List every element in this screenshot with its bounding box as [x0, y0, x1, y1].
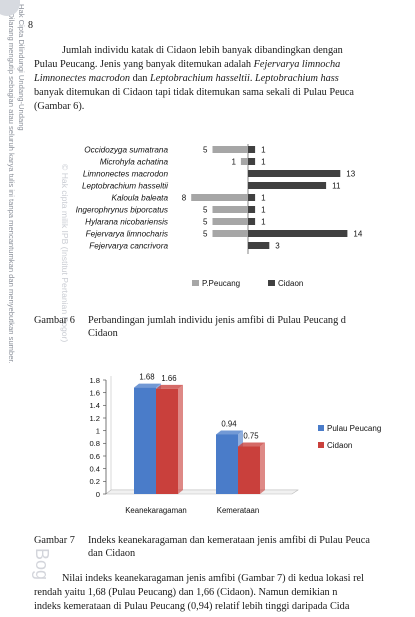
data-label-cidaon: 1 [261, 218, 266, 227]
bar-side [178, 384, 183, 494]
data-label-cidaon: 13 [346, 170, 355, 179]
legend-label-cidaon: Cidaon [278, 279, 303, 288]
paragraph-1-line-2: Pulau Peucang. Jenis yang banyak ditemuk… [34, 59, 341, 70]
paragraph-2-line-1: Nilai indeks keanekaragaman jenis amfibi… [62, 573, 364, 584]
bar-top [216, 430, 243, 435]
legend-swatch [318, 442, 324, 448]
figure-7-caption-text: Indeks keanekaragaman dan kemerataan jen… [88, 535, 370, 546]
legend-swatch-cidaon [268, 280, 275, 286]
data-label: 0.94 [221, 419, 237, 428]
figure-7-chart: 0 0.2 0.4 0.6 0.8 1 1.2 1.4 1.6 1.8 Keanekaragaman… [89, 373, 381, 515]
legend-label: Pulau Peucang [327, 424, 381, 433]
data-label-cidaon: 1 [261, 194, 266, 203]
bar-peucang [212, 206, 248, 213]
seal-logo [0, 0, 20, 16]
legend-swatch-peucang [192, 280, 199, 286]
bar-side [260, 442, 265, 494]
data-label-peucang: 5 [203, 230, 208, 239]
data-label-peucang: 5 [203, 146, 208, 155]
y-tick-label: 0.4 [89, 464, 100, 473]
bar-top [134, 383, 161, 388]
figure-6-caption: Gambar 6 [34, 314, 75, 327]
category-label: Fejervarya limnocharis [86, 230, 168, 239]
watermark-bottom-text: Bog [32, 548, 52, 581]
paragraph-1-line-3: Limnonectes macrodon dan Leptobrachium h… [34, 73, 339, 84]
figure-7-caption: Gambar 7 [34, 534, 75, 547]
bar-peucang [212, 230, 248, 237]
data-label-cidaon: 3 [275, 242, 280, 251]
paragraph-1-line-4: banyak ditemukan di Cidaon tapi tidak di… [34, 87, 354, 98]
bar-cidaon [248, 170, 341, 177]
paragraph-1-line-1: Jumlah individu katak di Cidaon lebih ba… [62, 45, 343, 56]
paragraph-1-line-5: (Gambar 6). [34, 101, 85, 112]
page-number: 8 [28, 20, 33, 31]
figure-6-caption-label: Gambar 6 [34, 315, 75, 326]
bar-cidaon [248, 194, 256, 201]
figure-6-caption-text: Perbandingan jumlah individu jenis amfib… [88, 315, 346, 326]
figure-7-caption-label: Gambar 7 [34, 535, 75, 546]
bar-pulau-peucang [134, 387, 156, 494]
bar-top [156, 384, 183, 389]
legend-label: Cidaon [327, 441, 352, 450]
bar-peucang [212, 218, 248, 225]
bar-cidaon [248, 218, 256, 225]
category-label: Fejervarya cancrivora [89, 242, 168, 251]
y-tick-label: 0 [96, 490, 100, 499]
data-label-peucang: 8 [182, 194, 187, 203]
category-label: Hylarana nicobariensis [85, 218, 168, 227]
bar-cidaon [248, 158, 256, 165]
category-label: Leptobrachium hasseltii [82, 182, 168, 191]
category-label: Occidozyga sumatrana [84, 146, 168, 155]
category-label: Microhyla achatina [100, 158, 169, 167]
data-label: 0.75 [243, 432, 259, 441]
figure-7-caption-text-2: dan Cidaon [88, 548, 136, 559]
bar-peucang [191, 194, 248, 201]
bar-pulau-peucang [216, 434, 238, 494]
data-label: 1.68 [139, 373, 154, 382]
bar-cidaon [156, 388, 178, 494]
data-label: 1.66 [161, 374, 176, 383]
data-label-cidaon: 11 [332, 182, 341, 191]
y-tick-label: 1.6 [89, 388, 100, 397]
figure-6-chart: Occidozyga sumatrana 5 1 Microhyla achatina… [76, 144, 363, 288]
bar-cidaon [248, 242, 270, 249]
x-tick-label: Kemerataan [217, 506, 259, 515]
data-label-cidaon: 1 [261, 158, 266, 167]
data-label-peucang: 5 [203, 206, 208, 215]
y-tick-label: 1.8 [89, 376, 100, 385]
y-tick-label: 1 [96, 426, 100, 435]
data-label-peucang: 1 [231, 158, 236, 167]
legend-swatch [318, 425, 324, 431]
category-label: Ingerophrynus biporcatus [76, 206, 168, 215]
paragraph-2-line-2: rendah yaitu 1,68 (Pulau Peucang) dan 1,… [34, 587, 338, 598]
y-tick-label: 0.8 [89, 439, 100, 448]
bar-cidaon [248, 206, 256, 213]
bar-cidaon [248, 146, 256, 153]
bar-cidaon [248, 230, 348, 237]
bar-top [238, 442, 265, 447]
category-label: Limnonectes macrodon [83, 170, 169, 179]
category-label: Kaloula baleata [112, 194, 169, 203]
data-label-cidaon: 1 [261, 146, 266, 155]
bar-peucang [212, 146, 248, 153]
watermark-bottom: Bog [0, 548, 52, 581]
paragraph-2-line-3: indeks kemerataan di Pulau Peucang (0,94… [34, 601, 350, 612]
legend-label-peucang: P.Peucang [202, 279, 240, 288]
y-tick-label: 0.2 [89, 477, 100, 486]
y-tick-label: 0.6 [89, 452, 100, 461]
y-tick-label: 1.4 [89, 401, 100, 410]
data-label-cidaon: 14 [353, 230, 362, 239]
copyright-title: Hak Cipta Dilindungi Undang-Undang [17, 4, 26, 131]
data-label-cidaon: 1 [261, 206, 266, 215]
figure-6-caption-text-2: Cidaon [88, 328, 118, 339]
y-tick-label: 1.2 [89, 414, 100, 423]
x-tick-label: Keanekaragaman [125, 506, 187, 515]
bar-peucang [240, 158, 248, 165]
bar-cidaon [238, 446, 260, 494]
data-label-peucang: 5 [203, 218, 208, 227]
bar-cidaon [248, 182, 327, 189]
